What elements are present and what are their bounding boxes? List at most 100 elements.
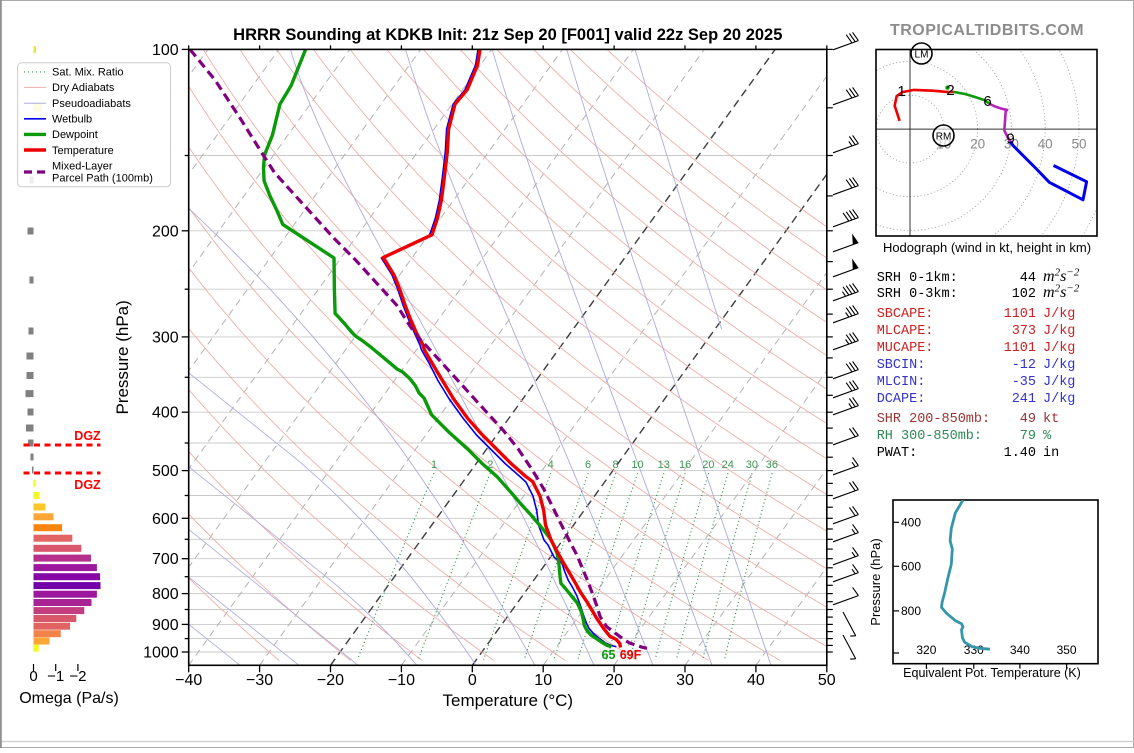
svg-text:102: 102 xyxy=(1012,287,1036,302)
svg-text:Temperature: Temperature xyxy=(52,145,114,157)
svg-text:300: 300 xyxy=(152,329,179,346)
svg-text:320: 320 xyxy=(916,643,936,657)
svg-text:20: 20 xyxy=(605,672,623,689)
svg-text:4: 4 xyxy=(548,459,554,471)
svg-text:40: 40 xyxy=(747,672,765,689)
svg-text:36: 36 xyxy=(766,459,778,471)
svg-text:400: 400 xyxy=(901,515,921,529)
svg-text:SBCAPE:: SBCAPE: xyxy=(877,307,934,322)
svg-text:−40: −40 xyxy=(175,672,202,689)
svg-text:-12: -12 xyxy=(1012,358,1036,373)
svg-text:0: 0 xyxy=(468,672,477,689)
svg-text:50: 50 xyxy=(818,672,836,689)
svg-text:800: 800 xyxy=(901,604,921,618)
svg-text:%: % xyxy=(1043,429,1052,444)
svg-text:400: 400 xyxy=(152,405,179,422)
svg-text:HRRR Sounding at KDKB Init: 21: HRRR Sounding at KDKB Init: 21z Sep 20 [… xyxy=(233,26,782,44)
svg-text:J/kg: J/kg xyxy=(1043,341,1075,356)
svg-text:DCAPE:: DCAPE: xyxy=(877,392,926,407)
svg-text:Temperature (°C): Temperature (°C) xyxy=(443,691,574,710)
svg-text:kt: kt xyxy=(1043,412,1059,427)
svg-text:373: 373 xyxy=(1012,324,1036,339)
svg-text:13: 13 xyxy=(658,459,670,471)
svg-text:Pressure (hPa): Pressure (hPa) xyxy=(113,300,132,414)
svg-text:100: 100 xyxy=(152,42,179,59)
svg-text:8: 8 xyxy=(613,459,619,471)
svg-text:Wetbulb: Wetbulb xyxy=(52,114,92,126)
svg-text:Pressure (hPa): Pressure (hPa) xyxy=(868,538,883,625)
svg-text:10: 10 xyxy=(631,459,643,471)
svg-text:44: 44 xyxy=(1020,271,1036,286)
svg-text:-35: -35 xyxy=(1012,375,1036,390)
svg-text:Pseudoadiabats: Pseudoadiabats xyxy=(52,98,131,110)
svg-text:600: 600 xyxy=(901,559,921,573)
svg-text:65: 65 xyxy=(602,648,616,662)
svg-text:200: 200 xyxy=(152,223,179,240)
svg-text:241: 241 xyxy=(1012,392,1036,407)
svg-text:340: 340 xyxy=(1010,643,1030,657)
svg-text:RM: RM xyxy=(936,132,952,143)
svg-text:49: 49 xyxy=(1020,412,1036,427)
svg-text:Dry Adiabats: Dry Adiabats xyxy=(52,82,115,94)
svg-text:MLCIN:: MLCIN: xyxy=(877,375,926,390)
svg-text:−30: −30 xyxy=(246,672,273,689)
svg-text:1: 1 xyxy=(897,83,905,100)
svg-text:LM: LM xyxy=(915,50,929,61)
svg-text:1101: 1101 xyxy=(1004,307,1036,322)
svg-text:−2: −2 xyxy=(69,668,86,685)
svg-text:20: 20 xyxy=(702,459,714,471)
svg-text:79: 79 xyxy=(1020,429,1036,444)
svg-text:69F: 69F xyxy=(620,648,642,662)
svg-text:J/kg: J/kg xyxy=(1043,307,1075,322)
svg-text:30: 30 xyxy=(676,672,694,689)
svg-text:PWAT:: PWAT: xyxy=(877,446,918,461)
svg-text:Sat. Mix. Ratio: Sat. Mix. Ratio xyxy=(52,67,124,79)
svg-text:MLCAPE:: MLCAPE: xyxy=(877,324,934,339)
svg-text:6: 6 xyxy=(585,459,591,471)
svg-text:−20: −20 xyxy=(317,672,344,689)
svg-text:J/kg: J/kg xyxy=(1043,375,1075,390)
svg-text:Equivalent Pot. Temperature (K: Equivalent Pot. Temperature (K) xyxy=(903,666,1081,680)
svg-text:16: 16 xyxy=(679,459,691,471)
svg-text:0: 0 xyxy=(29,668,37,685)
svg-text:800: 800 xyxy=(152,586,179,603)
svg-text:Dewpoint: Dewpoint xyxy=(52,129,98,141)
svg-text:30: 30 xyxy=(746,459,758,471)
svg-text:20: 20 xyxy=(970,137,985,152)
svg-text:700: 700 xyxy=(152,551,179,568)
svg-text:350: 350 xyxy=(1057,643,1077,657)
svg-text:Omega (Pa/s): Omega (Pa/s) xyxy=(19,690,119,707)
svg-text:10: 10 xyxy=(534,672,552,689)
svg-text:900: 900 xyxy=(152,617,179,634)
svg-text:24: 24 xyxy=(722,459,734,471)
svg-text:6: 6 xyxy=(983,93,991,110)
svg-text:J/kg: J/kg xyxy=(1043,324,1075,339)
svg-text:−10: −10 xyxy=(388,672,415,689)
svg-text:in: in xyxy=(1043,446,1059,461)
svg-text:SRH 0-1km:: SRH 0-1km: xyxy=(877,271,958,286)
svg-text:40: 40 xyxy=(1038,137,1053,152)
svg-text:Mixed-Layer: Mixed-Layer xyxy=(52,161,113,173)
svg-text:Hodograph (wind in kt, height: Hodograph (wind in kt, height in km) xyxy=(883,240,1091,255)
svg-text:Parcel Path (100mb): Parcel Path (100mb) xyxy=(52,173,153,185)
svg-text:500: 500 xyxy=(152,463,179,480)
svg-text:SRH 0-3km:: SRH 0-3km: xyxy=(877,287,958,302)
svg-text:J/kg: J/kg xyxy=(1043,392,1075,407)
svg-text:1101: 1101 xyxy=(1004,341,1036,356)
svg-text:SBCIN:: SBCIN: xyxy=(877,358,926,373)
svg-text:RH 300-850mb:: RH 300-850mb: xyxy=(877,429,982,444)
svg-text:MUCAPE:: MUCAPE: xyxy=(877,341,934,356)
svg-text:2: 2 xyxy=(946,82,954,99)
svg-text:−1: −1 xyxy=(47,668,64,685)
svg-text:TROPICALTIDBITS.COM: TROPICALTIDBITS.COM xyxy=(890,22,1084,39)
svg-text:J/kg: J/kg xyxy=(1043,358,1075,373)
svg-text:9: 9 xyxy=(1006,131,1014,148)
svg-text:1000: 1000 xyxy=(143,645,179,662)
svg-text:DGZ: DGZ xyxy=(74,478,101,492)
svg-text:50: 50 xyxy=(1071,137,1086,152)
svg-text:1: 1 xyxy=(431,459,437,471)
svg-text:600: 600 xyxy=(152,511,179,528)
svg-text:DGZ: DGZ xyxy=(74,429,101,443)
svg-text:SHR 200-850mb:: SHR 200-850mb: xyxy=(877,412,990,427)
svg-text:1.40: 1.40 xyxy=(1004,446,1036,461)
